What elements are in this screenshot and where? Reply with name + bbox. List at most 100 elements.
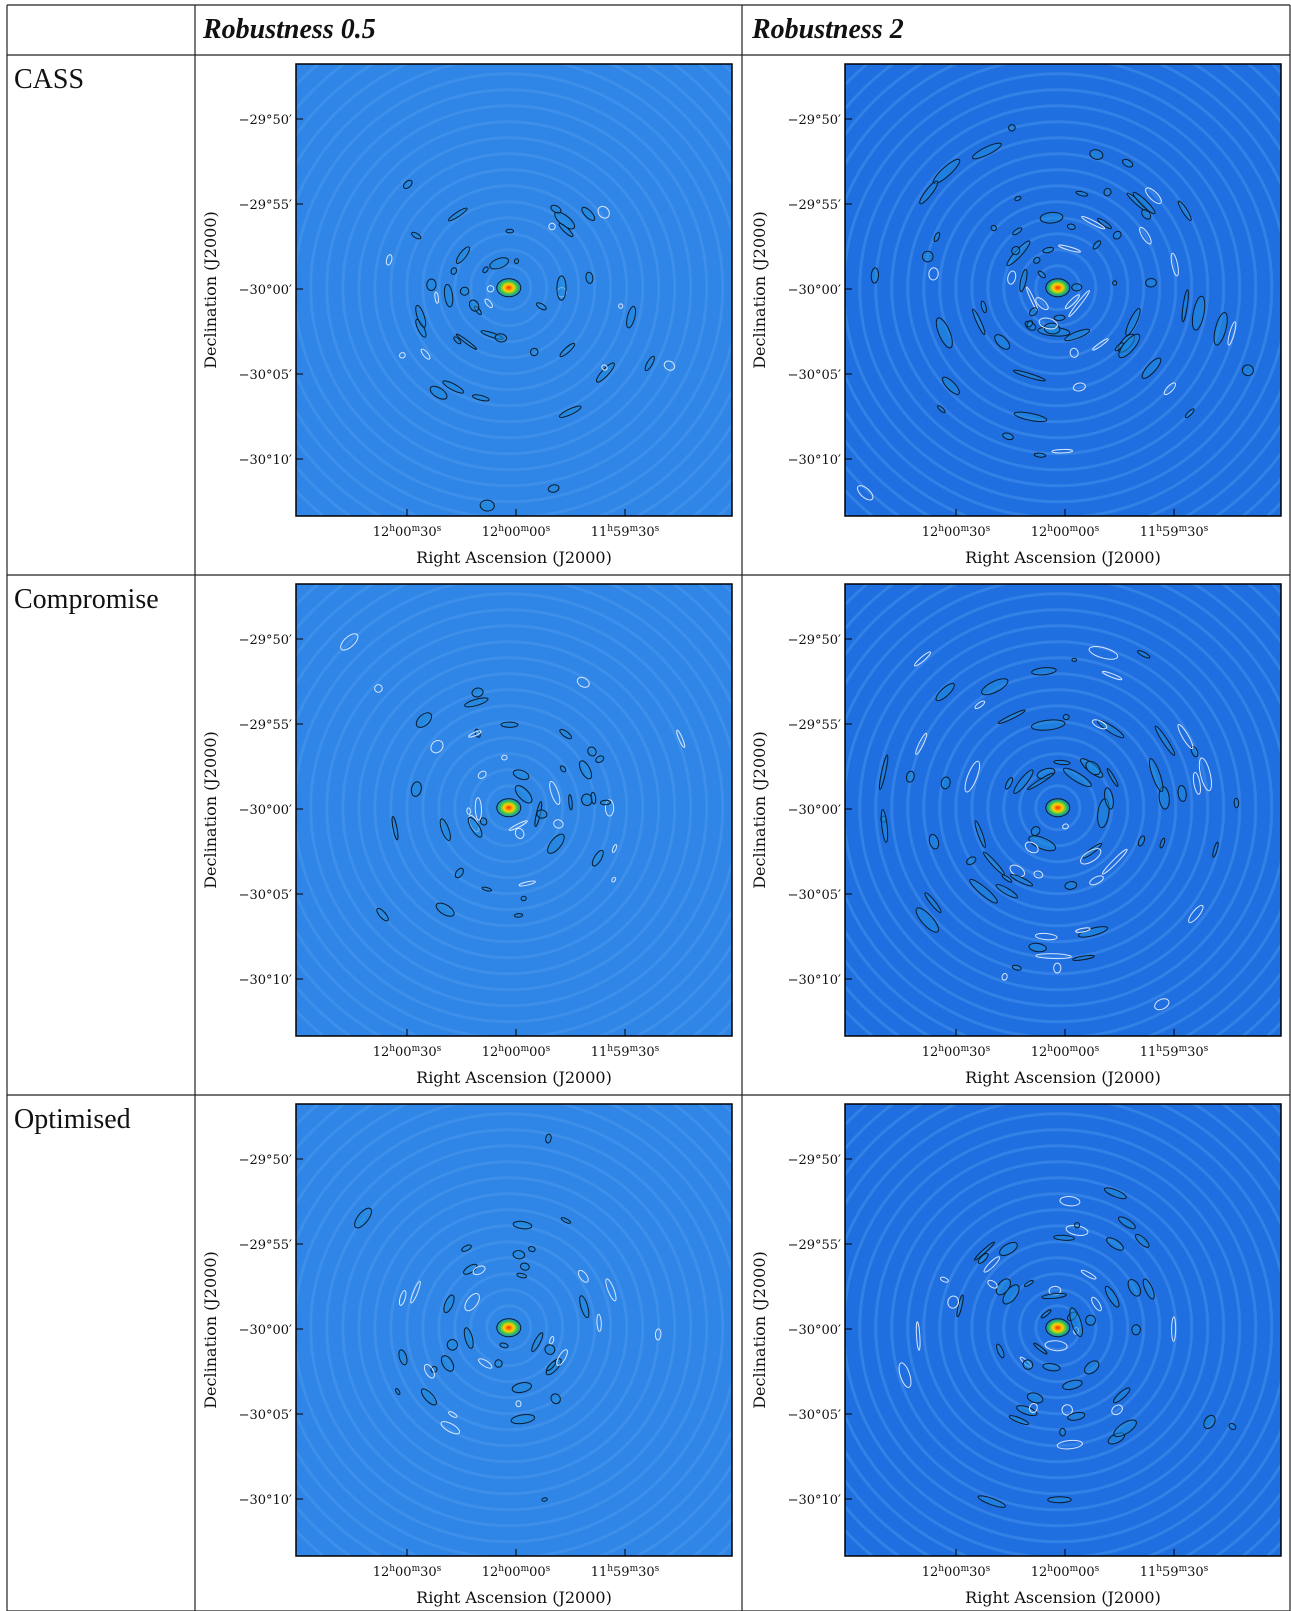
positive-contour	[971, 142, 1002, 160]
sidelobe-ring	[986, 736, 1130, 880]
x-tick-label: 12h00m30s	[373, 524, 442, 540]
positive-contour	[1085, 760, 1101, 776]
x-tick-label: 11h59m30s	[591, 1044, 660, 1060]
y-tick-label: −30°10′	[788, 453, 841, 468]
y-tick-label: −29°55′	[788, 718, 841, 733]
positive-contour	[1096, 719, 1125, 739]
positive-contour	[410, 781, 422, 797]
positive-contour	[1084, 1360, 1100, 1375]
positive-contour	[1104, 787, 1114, 810]
positive-contour	[541, 1497, 548, 1502]
positive-contour	[1013, 411, 1048, 423]
y-tick-label: −30°00′	[239, 1323, 292, 1338]
sidelobe-ring	[325, 624, 693, 992]
sidelobe-ring	[874, 1144, 1242, 1512]
positive-contour	[499, 1342, 509, 1349]
negative-contour	[1139, 226, 1152, 245]
plot-frame	[844, 1103, 1282, 1557]
radio-image-panel: −29°50′ −29°55′ −30°00′ −30°05′ −30°10′ 12h00…	[750, 583, 1282, 1087]
positive-contour	[1023, 1279, 1034, 1287]
negative-contour	[553, 819, 564, 829]
header-robustness-2: Robustness 2	[752, 14, 904, 45]
x-tick-label: 12h00m00s	[1031, 1564, 1100, 1580]
negative-contour	[420, 348, 431, 360]
negative-contour	[1092, 338, 1109, 351]
negative-contour	[1111, 1404, 1123, 1416]
positive-contour	[1131, 1324, 1141, 1336]
sidelobe-ring	[309, 88, 709, 488]
positive-contour	[511, 1382, 532, 1394]
x-axis-label: Right Ascension (J2000)	[416, 1068, 612, 1087]
sidelobe-ring	[986, 1256, 1130, 1400]
negative-contour	[1044, 1340, 1068, 1352]
positive-contour	[481, 886, 493, 892]
positive-contour	[924, 892, 942, 914]
sidelobe-ring	[954, 704, 1162, 912]
negative-contour	[974, 700, 986, 710]
negative-contour	[913, 651, 932, 667]
positive-contour	[1031, 667, 1057, 676]
positive-contour	[467, 816, 483, 838]
positive-contour	[429, 385, 448, 400]
negative-contour	[468, 730, 482, 738]
positive-contour	[1040, 1309, 1052, 1319]
negative-contour	[928, 267, 939, 281]
plot-frame	[295, 63, 733, 517]
negative-contour	[1088, 646, 1119, 660]
positive-contour	[1072, 954, 1095, 961]
positive-contour	[585, 271, 594, 284]
y-tick-label: −30°00′	[239, 803, 292, 818]
y-tick-label: −30°05′	[788, 1408, 841, 1423]
sidelobe-ring	[845, 592, 1274, 1024]
positive-contour	[933, 232, 941, 242]
positive-contour	[448, 207, 468, 222]
negative-contour	[1034, 932, 1058, 941]
positive-contour	[940, 776, 951, 790]
positive-contour	[500, 721, 519, 728]
positive-contour	[591, 849, 604, 867]
positive-contour	[1145, 277, 1157, 288]
negative-contour	[1024, 841, 1039, 854]
positive-contour	[482, 266, 489, 274]
sidelobe-ring	[858, 88, 1258, 488]
positive-contour	[1112, 230, 1122, 240]
negative-contour	[596, 1313, 602, 1332]
y-tick-label: −30°05′	[239, 1408, 292, 1423]
positive-contour	[1013, 769, 1034, 794]
positive-contour	[468, 299, 480, 312]
negative-contour	[1061, 1404, 1073, 1416]
positive-contour	[1092, 240, 1102, 250]
positive-contour	[513, 258, 520, 265]
x-tick-label: 12h00m30s	[922, 524, 991, 540]
plot-frame	[844, 63, 1282, 517]
sidelobe-ring	[890, 120, 1226, 456]
negative-contour	[1198, 757, 1212, 792]
positive-contour	[997, 709, 1026, 725]
sidelobe-ring	[421, 1240, 597, 1416]
y-axis-label: Declination (J2000)	[201, 731, 220, 889]
negative-contour	[1075, 927, 1091, 933]
positive-contour	[977, 1495, 1006, 1508]
positive-contour	[1026, 320, 1034, 328]
positive-contour	[915, 907, 940, 933]
radio-image-panel: −29°50′ −29°55′ −30°00′ −30°05′ −30°10′ 12h00…	[201, 63, 733, 567]
source-contour	[496, 798, 522, 818]
positive-contour	[435, 902, 455, 917]
sidelobe-ring	[954, 1224, 1162, 1432]
positive-contour	[556, 275, 567, 301]
positive-contour	[439, 818, 451, 841]
positive-contour	[395, 1388, 401, 1396]
positive-contour	[1039, 211, 1064, 224]
positive-contour	[1041, 1292, 1067, 1300]
positive-contour	[514, 785, 533, 804]
negative-contour	[474, 797, 482, 821]
negative-contour	[1058, 244, 1081, 253]
negative-contour	[1072, 382, 1086, 392]
positive-contour	[1132, 191, 1156, 215]
positive-contour	[1011, 246, 1021, 256]
positive-contour	[595, 755, 605, 764]
positive-contour	[1033, 256, 1041, 264]
x-axis-label: Right Ascension (J2000)	[965, 1068, 1161, 1087]
positive-contour	[977, 1252, 989, 1264]
